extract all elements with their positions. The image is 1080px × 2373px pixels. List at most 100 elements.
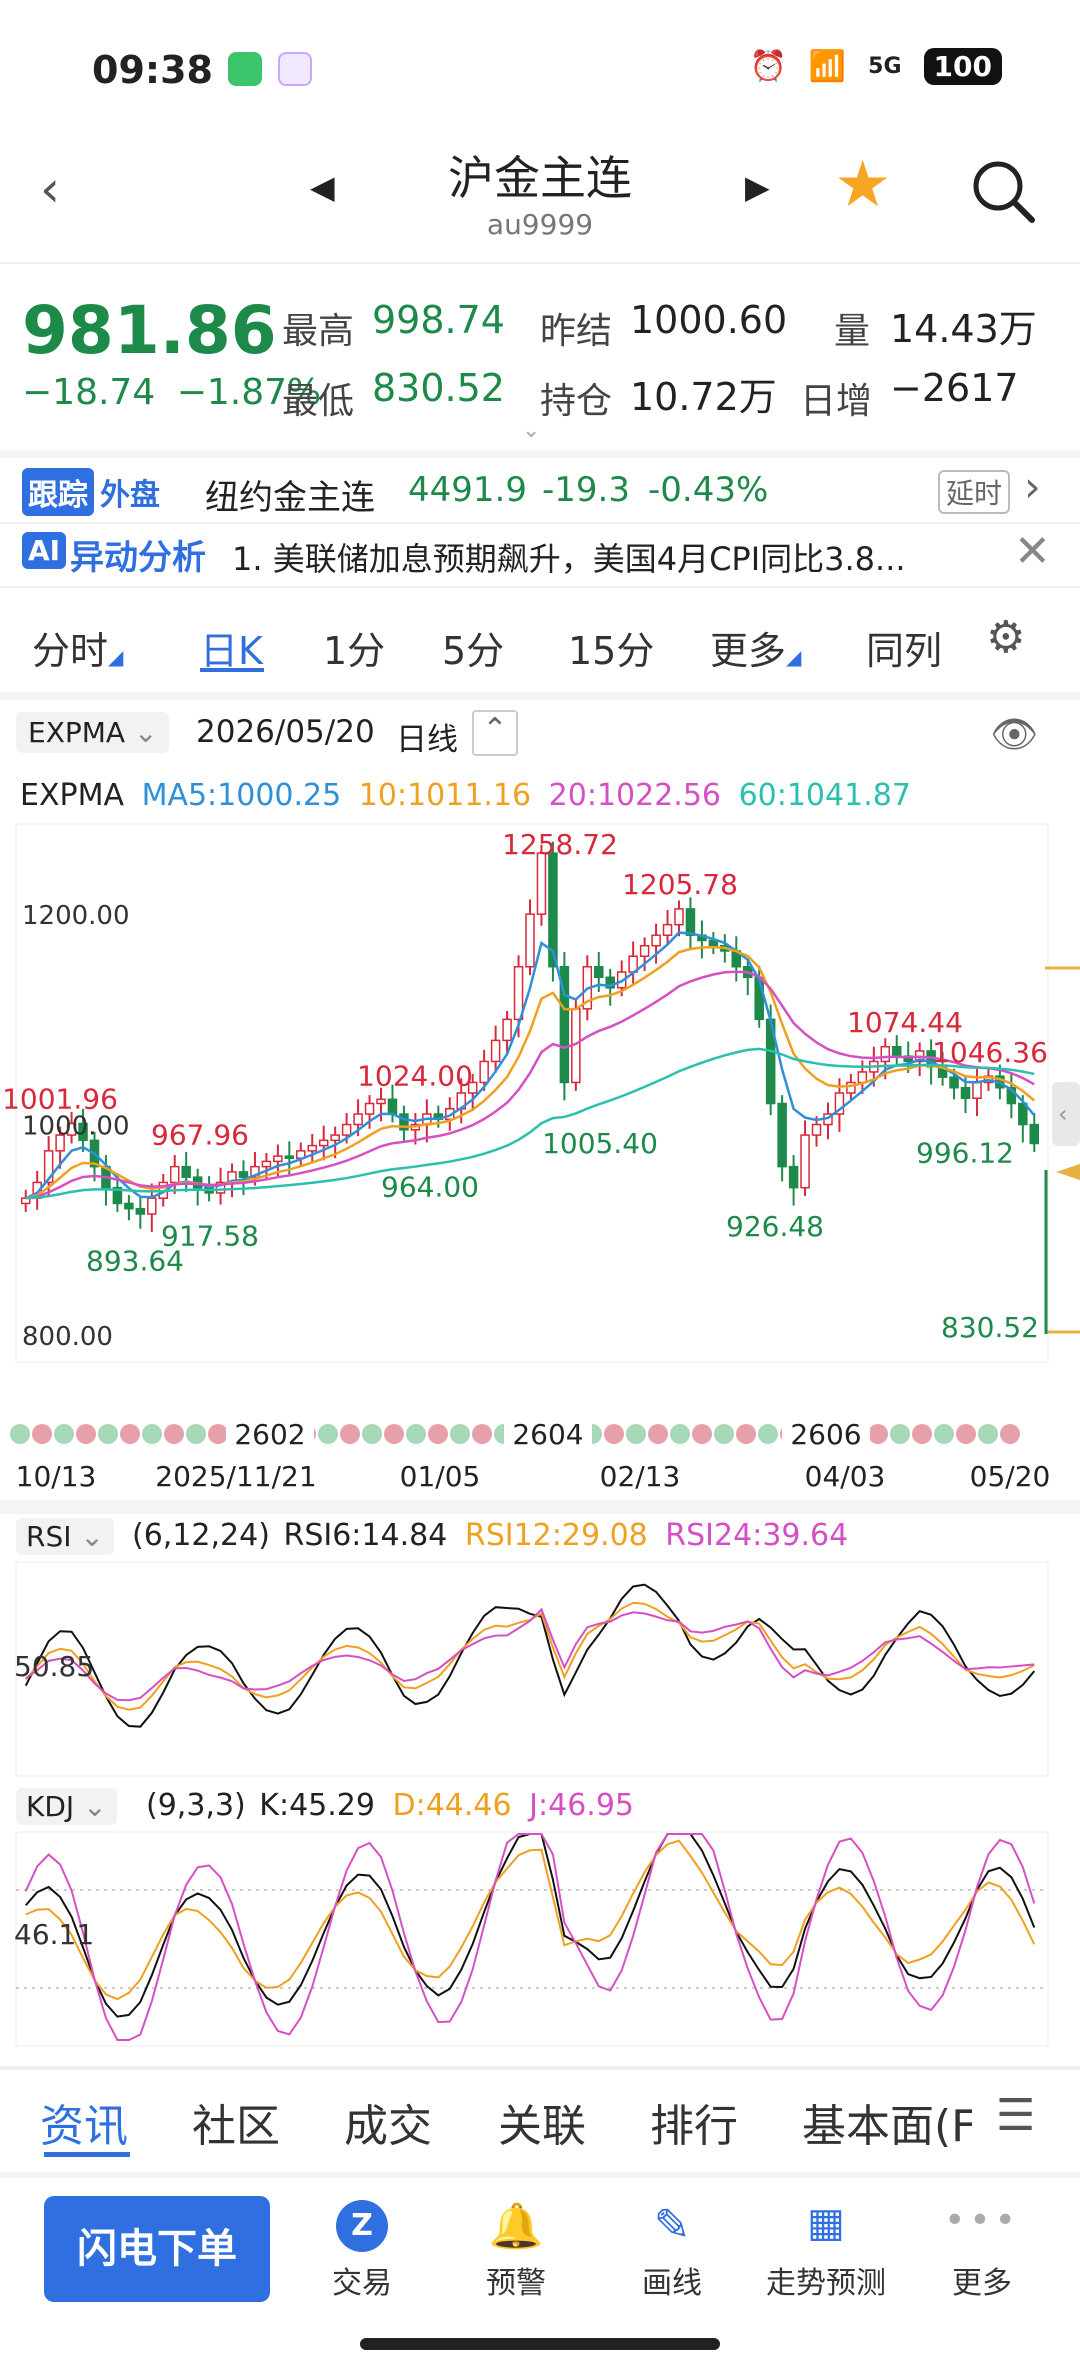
ma-line — [25, 1047, 1035, 1200]
nav-forecast[interactable]: ▦ 走势预测 — [756, 2200, 896, 2302]
nav-more[interactable]: ••• 更多 — [912, 2200, 1052, 2302]
alert-text[interactable]: 1. 美联储加息预期飙升，美国4月CPI同比3.8... — [232, 540, 906, 578]
candle — [238, 1171, 249, 1178]
contract-strip: 2602 2604 2606 10/13 2025/11/21 01/05 02/13 04/… — [10, 1418, 1050, 1493]
side-handle[interactable] — [1052, 1082, 1080, 1146]
tab-15min[interactable]: 15分 — [568, 629, 655, 673]
prev-contract-icon[interactable]: ◀ — [310, 168, 335, 206]
candle — [674, 908, 684, 926]
event-marker — [714, 1424, 734, 1444]
low-label: 最低 — [282, 381, 355, 422]
next-contract-icon[interactable]: ▶ — [745, 168, 770, 206]
high-label: 最高 — [282, 311, 355, 352]
candle — [284, 1155, 295, 1159]
tab-1min[interactable]: 1分 — [323, 629, 386, 673]
favorite-star-icon[interactable]: ★ — [834, 148, 892, 222]
volume-value: 14.43万 — [890, 307, 1037, 351]
tab-trades[interactable]: 成交 — [344, 2101, 432, 2152]
candle — [972, 1081, 982, 1100]
tab-ranking[interactable]: 排行 — [650, 2101, 738, 2152]
settings-gear-icon[interactable]: ⚙ — [986, 612, 1026, 663]
kdj-select[interactable]: KDJ ⌄ — [16, 1788, 117, 1825]
candle — [594, 966, 604, 979]
open-interest-label: 持仓 — [540, 381, 613, 422]
phone-app-icon — [228, 52, 262, 86]
foreign-more-icon[interactable]: › — [1024, 462, 1041, 511]
legend-ma10: 10:1011.16 — [358, 778, 532, 813]
close-icon[interactable]: ✕ — [1014, 526, 1051, 577]
bell-icon: 🔔 — [488, 2201, 544, 2252]
candle — [949, 1076, 959, 1089]
candle — [502, 1018, 512, 1042]
nav-trade[interactable]: Z 交易 — [292, 2200, 432, 2302]
event-marker — [472, 1424, 492, 1444]
prev-settle-label: 昨结 — [540, 311, 613, 352]
event-marker — [186, 1424, 206, 1444]
tab-news[interactable]: 资讯 — [40, 2101, 128, 2152]
candle — [479, 1060, 489, 1084]
foreign-name[interactable]: 纽约金主连 — [205, 478, 375, 518]
contract-bg — [782, 1418, 870, 1450]
nav-draw[interactable]: ✎ 画线 — [602, 2200, 742, 2302]
event-marker — [208, 1424, 228, 1444]
ai-tag: AI — [22, 532, 67, 569]
kdj-legend: (9,3,3) K:45.29 D:44.46 J:46.95 — [146, 1788, 634, 1823]
osc-line — [24, 1833, 1036, 2041]
osc-line — [25, 1607, 1035, 1702]
indicator-select[interactable]: EXPMA ⌄ — [16, 712, 170, 753]
candle — [78, 1122, 88, 1142]
candle — [559, 966, 570, 1084]
candle — [800, 1134, 810, 1189]
forecast-icon: ▦ — [807, 2200, 845, 2246]
tab-daily[interactable]: 日K — [200, 629, 263, 673]
tab-community[interactable]: 社区 — [192, 2101, 280, 2152]
rsi-select[interactable]: RSI ⌄ — [16, 1518, 114, 1555]
tab-related[interactable]: 关联 — [498, 2101, 586, 2152]
foreign-change: -19.3 — [542, 470, 630, 510]
event-marker — [406, 1424, 426, 1444]
event-marker — [758, 1424, 778, 1444]
svg-text:‹: ‹ — [1058, 1100, 1068, 1128]
rsi-chart[interactable]: 50.85 — [0, 1560, 1080, 1780]
candle — [43, 1150, 54, 1184]
tab-intraday[interactable]: 分时◢ — [32, 629, 124, 673]
menu-icon[interactable]: ☰ — [996, 2090, 1036, 2141]
tab-same-series[interactable]: 同列 — [866, 629, 943, 673]
candle — [273, 1155, 283, 1163]
tab-fundamentals[interactable]: 基本面(F — [802, 2101, 972, 2152]
candle — [147, 1197, 157, 1215]
candle — [307, 1144, 318, 1152]
expand-chevron-icon[interactable]: ⌄ — [522, 418, 541, 443]
collapse-icon[interactable]: ⌃ — [472, 710, 518, 756]
candle — [834, 1092, 845, 1115]
candle — [525, 913, 535, 968]
legend-name: EXPMA — [20, 778, 125, 813]
assistant-app-icon — [278, 52, 312, 86]
back-icon[interactable]: ‹ — [40, 160, 60, 218]
quick-order-button[interactable]: 闪电下单 — [44, 2196, 270, 2302]
x-date-label: 2025/11/21 — [155, 1460, 316, 1493]
nav-alert[interactable]: 🔔 预警 — [446, 2200, 586, 2302]
rsi-level-label: 50.85 — [14, 1650, 94, 1683]
kdj-params: (9,3,3) — [146, 1788, 246, 1823]
home-indicator — [360, 2338, 720, 2350]
event-marker — [120, 1424, 140, 1444]
candle — [387, 1098, 398, 1115]
candle — [341, 1123, 352, 1136]
tab-more[interactable]: 更多◢ — [710, 629, 802, 673]
tab-5min[interactable]: 5分 — [442, 629, 505, 673]
candle — [513, 966, 524, 1021]
candle — [353, 1113, 363, 1126]
event-marker — [450, 1424, 470, 1444]
price-annotation: 967.96 — [151, 1118, 249, 1151]
chart-scroll-bar[interactable] — [0, 1500, 1080, 1514]
candle — [639, 944, 650, 957]
search-icon[interactable] — [970, 158, 1036, 224]
eye-icon[interactable]: 👁 — [990, 712, 1039, 756]
price-change: −18.74 −1.87% — [22, 372, 321, 413]
kdj-chart[interactable]: 46.11 — [0, 1830, 1080, 2050]
candle — [376, 1098, 386, 1105]
y-tick-label: 1200.00 — [22, 901, 130, 931]
contract-bg — [504, 1418, 592, 1450]
